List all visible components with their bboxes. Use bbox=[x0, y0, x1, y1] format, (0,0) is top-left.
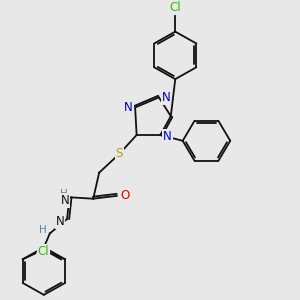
Text: O: O bbox=[121, 189, 130, 202]
Text: N: N bbox=[162, 91, 170, 104]
Text: Cl: Cl bbox=[38, 244, 50, 258]
Text: N: N bbox=[163, 130, 172, 143]
Text: N: N bbox=[61, 194, 69, 207]
Text: S: S bbox=[116, 147, 123, 160]
Text: H: H bbox=[38, 225, 46, 235]
Text: N: N bbox=[124, 101, 133, 114]
Text: H: H bbox=[60, 189, 68, 199]
Text: N: N bbox=[56, 215, 64, 228]
Text: Cl: Cl bbox=[169, 1, 181, 14]
Text: Cl: Cl bbox=[38, 244, 49, 258]
